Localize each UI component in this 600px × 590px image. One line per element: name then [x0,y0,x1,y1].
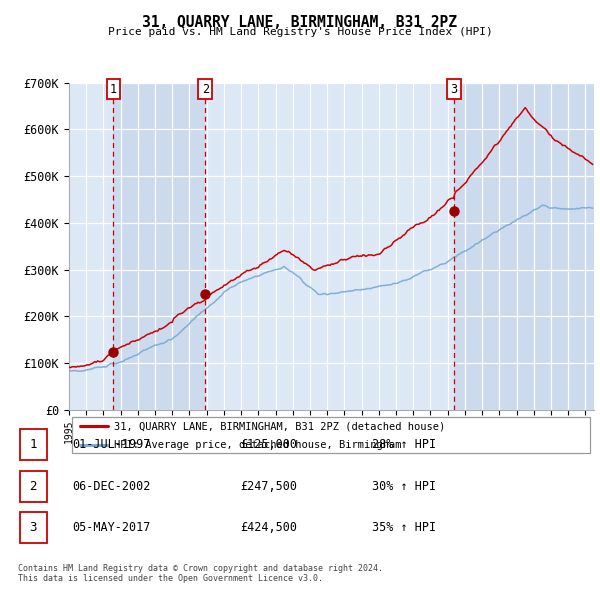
Bar [69,83,113,410]
Text: 1: 1 [110,83,117,96]
Bar [454,83,594,410]
Bar [19,430,47,460]
Text: 2: 2 [29,480,37,493]
Text: 1: 1 [29,438,37,451]
Text: 01-JUL-1997: 01-JUL-1997 [72,438,151,451]
Text: Contains HM Land Registry data © Crown copyright and database right 2024.
This d: Contains HM Land Registry data © Crown c… [18,563,383,583]
Text: 3: 3 [29,521,37,534]
Text: HPI: Average price, detached house, Birmingham: HPI: Average price, detached house, Birm… [113,441,401,450]
Bar [19,471,47,502]
Text: 31, QUARRY LANE, BIRMINGHAM, B31 2PZ: 31, QUARRY LANE, BIRMINGHAM, B31 2PZ [143,15,458,30]
Bar [205,83,454,410]
Text: £247,500: £247,500 [240,480,297,493]
Text: £125,000: £125,000 [240,438,297,451]
Bar [113,83,205,410]
Text: 31, QUARRY LANE, BIRMINGHAM, B31 2PZ (detached house): 31, QUARRY LANE, BIRMINGHAM, B31 2PZ (de… [113,421,445,431]
Text: 05-MAY-2017: 05-MAY-2017 [72,521,151,534]
Text: 3: 3 [450,83,457,96]
Text: £424,500: £424,500 [240,521,297,534]
Text: 35% ↑ HPI: 35% ↑ HPI [372,521,436,534]
Bar [19,512,47,543]
Text: 30% ↑ HPI: 30% ↑ HPI [372,480,436,493]
Text: 28% ↑ HPI: 28% ↑ HPI [372,438,436,451]
Text: Price paid vs. HM Land Registry's House Price Index (HPI): Price paid vs. HM Land Registry's House … [107,27,493,37]
Text: 2: 2 [202,83,209,96]
FancyBboxPatch shape [71,417,590,454]
Text: 06-DEC-2002: 06-DEC-2002 [72,480,151,493]
